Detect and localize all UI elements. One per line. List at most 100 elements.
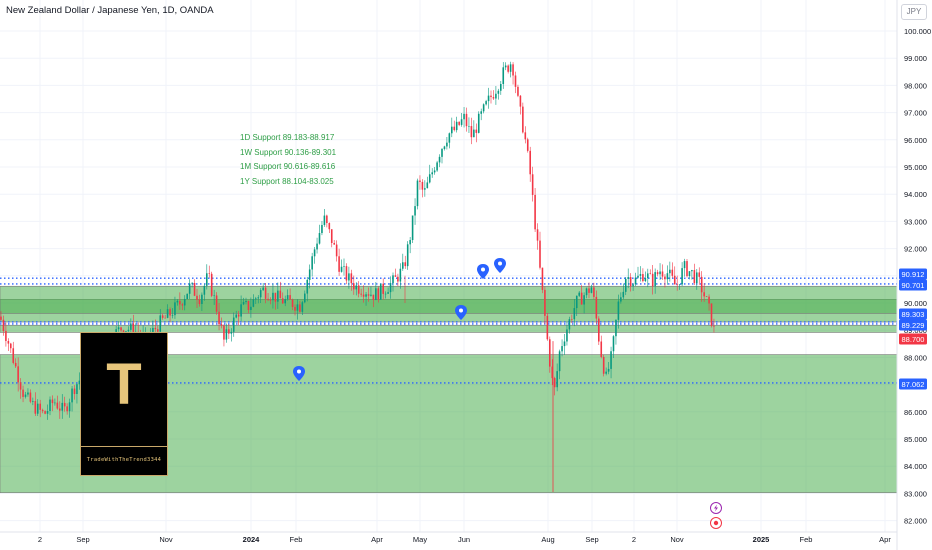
y-tick-label: 100.000 (904, 27, 931, 36)
candle-body (286, 295, 289, 300)
price-label-tag (899, 319, 927, 331)
y-tick-label: 86.000 (904, 408, 927, 417)
candle-body (671, 269, 674, 276)
x-tick-label: Nov (670, 535, 684, 544)
candle-body (394, 275, 397, 277)
annotation-1y-support: 1Y Support 88.104-83.025 (240, 177, 334, 186)
candle-body (343, 266, 345, 267)
candle-body (629, 277, 632, 287)
candle-body (206, 273, 208, 286)
candle-body (154, 327, 157, 330)
candle-body (539, 240, 541, 268)
candle-body (544, 289, 546, 316)
y-tick-label: 93.000 (904, 217, 927, 226)
y-tick-label: 88.000 (904, 353, 927, 362)
candle-body (698, 272, 701, 277)
candle-body (713, 325, 715, 327)
candle-body (220, 324, 223, 326)
price-label-tag (899, 308, 927, 320)
candle-body (691, 270, 693, 272)
candle-body (563, 341, 566, 347)
candle-body (617, 301, 620, 320)
candle-body (387, 292, 389, 294)
x-tick-label: Feb (290, 535, 303, 544)
x-tick-label: Nov (159, 535, 173, 544)
candle-body (348, 273, 350, 281)
lightning-glyph (714, 504, 718, 512)
candle-body (132, 323, 135, 336)
candle-body (257, 297, 260, 299)
candle-body (14, 362, 17, 367)
candle-body (384, 293, 387, 295)
candle-body (360, 293, 362, 295)
candle-body (375, 288, 377, 300)
candle-body (402, 262, 404, 269)
candle-body (235, 314, 237, 318)
candle-body (541, 267, 544, 290)
pin-marker-icon (477, 264, 489, 279)
candle-body (477, 113, 480, 133)
candle-body (686, 261, 688, 277)
candle-body (600, 341, 603, 357)
candle-body (531, 174, 534, 195)
candle-body (453, 126, 456, 131)
candle-body (66, 406, 68, 412)
candle-body (441, 148, 443, 157)
candle-body (593, 287, 595, 297)
candle-body (710, 303, 713, 326)
price-label-tag (899, 268, 927, 280)
candle-body (17, 366, 19, 383)
candle-body (632, 284, 634, 287)
dotted-levels (0, 277, 897, 384)
x-tick-label: Jun (458, 535, 470, 544)
candle-body (291, 299, 294, 307)
y-tick-label: 96.000 (904, 136, 927, 145)
candle-body (232, 317, 235, 332)
candle-body (502, 67, 505, 85)
candle-body (605, 371, 607, 374)
lightning-event-icon (710, 502, 722, 514)
event-icons (710, 502, 722, 529)
candle-body (56, 402, 59, 409)
candle-body (669, 269, 671, 274)
candle-body (228, 329, 230, 334)
candle-body (696, 272, 698, 284)
candle-body (61, 402, 64, 411)
candle-body (392, 275, 394, 284)
candle-body (705, 296, 708, 297)
candle-body (624, 278, 627, 292)
candle-body (130, 323, 132, 330)
y-tick-label: 97.000 (904, 109, 927, 118)
candle-body (433, 170, 436, 173)
candle-body (269, 300, 272, 301)
currency-button[interactable]: JPY (901, 4, 927, 20)
candle-body (588, 288, 590, 293)
candle-body (551, 366, 554, 379)
candle-body (357, 285, 360, 294)
candle-body (281, 298, 284, 304)
candle-body (598, 318, 600, 342)
candle-body (416, 180, 419, 207)
candle-body (458, 121, 460, 125)
candle-body (294, 306, 296, 311)
candle-body (683, 261, 686, 269)
candle-body (446, 142, 448, 147)
candle-body (673, 275, 676, 285)
x-tick-label: 2 (38, 535, 42, 544)
candle-body (166, 309, 169, 318)
candle-body (644, 278, 647, 282)
candle-body (39, 403, 41, 410)
candle-body (255, 298, 257, 300)
y-tick-label: 98.000 (904, 81, 927, 90)
candle-body (448, 133, 451, 143)
pin-dot (498, 261, 502, 266)
candle-body (24, 394, 27, 397)
candle-body (36, 403, 39, 414)
candle-body (240, 304, 242, 317)
y-tick-label: 84.000 (904, 462, 927, 471)
candle-body (553, 378, 556, 388)
candle-body (615, 319, 617, 337)
candle-body (571, 319, 573, 320)
candle-body (522, 106, 524, 133)
candle-body (179, 300, 181, 305)
